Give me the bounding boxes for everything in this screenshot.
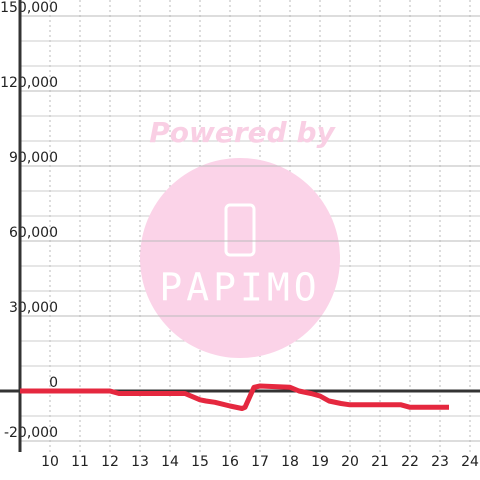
y-tick-label: 60,000	[9, 225, 58, 241]
x-tick-label: 23	[431, 454, 449, 470]
data-line	[20, 383, 449, 411]
x-tick-label: 21	[371, 454, 389, 470]
x-tick-label: 13	[131, 454, 149, 470]
watermark-icon	[224, 203, 256, 257]
watermark-logo: PAPIMO	[159, 266, 320, 310]
x-tick-label: 24	[461, 454, 479, 470]
watermark-text: Powered by	[149, 116, 336, 149]
x-tick-label: 16	[221, 454, 239, 470]
y-tick-label: -20,000	[4, 425, 58, 441]
y-tick-label: 0	[49, 375, 58, 391]
x-tick-label: 17	[251, 454, 269, 470]
x-tick-label: 18	[281, 454, 299, 470]
x-tick-label: 22	[401, 454, 419, 470]
x-tick-label: 19	[311, 454, 329, 470]
watermark-circle	[140, 158, 340, 358]
x-tick-label: 11	[71, 454, 89, 470]
x-tick-label: 20	[341, 454, 359, 470]
x-tick-label: 10	[41, 454, 59, 470]
y-tick-label: 120,000	[0, 75, 58, 91]
y-tick-label: 30,000	[9, 300, 58, 316]
x-tick-label: 15	[191, 454, 209, 470]
x-tick-label: 12	[101, 454, 119, 470]
y-tick-label: 90,000	[9, 150, 58, 166]
x-tick-label: 14	[161, 454, 179, 470]
y-tick-label: 150,000	[0, 0, 58, 16]
